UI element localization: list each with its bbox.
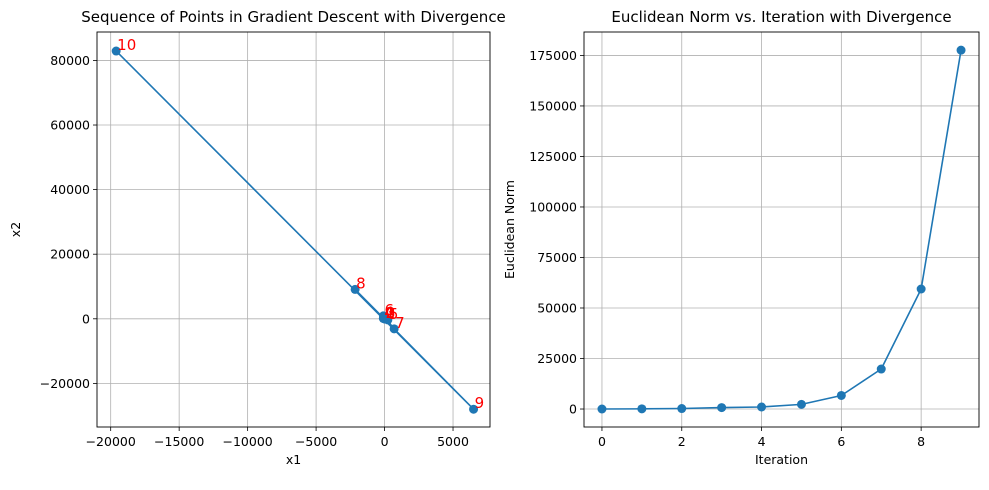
y-tick-label: −20000 bbox=[40, 376, 90, 391]
y-tick-label: 25000 bbox=[537, 351, 577, 366]
axes-frame bbox=[96, 31, 491, 428]
chart-title: Euclidean Norm vs. Iteration with Diverg… bbox=[611, 8, 951, 26]
y-axis-label: Euclidean Norm bbox=[502, 180, 517, 279]
point-label: 7 bbox=[395, 314, 405, 332]
x-tick-label: −15000 bbox=[154, 434, 204, 449]
y-tick-label: 50000 bbox=[537, 300, 577, 315]
x-tick-label: 0 bbox=[381, 434, 389, 449]
y-tick-label: 0 bbox=[82, 311, 90, 326]
y-tick-label: 100000 bbox=[529, 199, 577, 214]
series-line bbox=[601, 50, 962, 410]
data-point bbox=[350, 284, 360, 294]
axes-frame bbox=[583, 31, 980, 428]
x-axis-label: Iteration bbox=[755, 452, 808, 467]
point-label: 2 bbox=[385, 304, 395, 322]
y-tick-label: 80000 bbox=[50, 53, 90, 68]
x-tick-label: 2 bbox=[678, 434, 686, 449]
x-tick-label: 8 bbox=[917, 434, 925, 449]
point-label: 3 bbox=[386, 304, 396, 322]
x-tick-label: −10000 bbox=[223, 434, 273, 449]
gradient-descent-path-chart: −20000 −15000 −10000 −5000 0 5000 −20000 0 20000… bbox=[8, 8, 506, 467]
x-axis-label: x1 bbox=[286, 452, 301, 467]
data-point bbox=[389, 324, 399, 334]
point-label: 1 bbox=[386, 304, 396, 322]
x-tick-label: 4 bbox=[758, 434, 766, 449]
euclidean-norm-chart: 0 2 4 6 8 0 25000 50000 75000 100000 125000 150000 1… bbox=[502, 8, 980, 467]
y-tick-label: 20000 bbox=[50, 247, 90, 262]
data-point bbox=[378, 311, 388, 321]
y-tick-label: 150000 bbox=[529, 98, 577, 113]
data-point bbox=[956, 45, 966, 55]
data-point bbox=[597, 404, 607, 414]
point-label: 8 bbox=[356, 274, 366, 292]
data-point bbox=[111, 46, 121, 56]
data-point bbox=[717, 403, 727, 413]
point-label: 0 bbox=[386, 304, 396, 322]
y-tick-label: 175000 bbox=[529, 48, 577, 63]
x-tick-label: 6 bbox=[837, 434, 845, 449]
series-line bbox=[115, 50, 475, 411]
x-tick-label: 0 bbox=[598, 434, 606, 449]
data-point bbox=[757, 402, 767, 412]
point-label: 9 bbox=[475, 394, 485, 412]
data-point bbox=[796, 399, 806, 409]
x-tick-label: 5000 bbox=[437, 434, 469, 449]
y-tick-label: 60000 bbox=[50, 118, 90, 133]
data-point bbox=[637, 404, 647, 414]
data-point bbox=[469, 404, 479, 414]
y-tick-label: 0 bbox=[569, 402, 577, 417]
point-label: 10 bbox=[117, 36, 136, 54]
point-label: 4 bbox=[384, 303, 394, 321]
point-label: 6 bbox=[384, 301, 394, 319]
chart-title: Sequence of Points in Gradient Descent w… bbox=[81, 8, 506, 26]
data-point bbox=[836, 390, 846, 400]
y-tick-label: 75000 bbox=[537, 250, 577, 265]
data-point bbox=[876, 364, 886, 374]
y-tick-label: 125000 bbox=[529, 149, 577, 164]
y-tick-label: 40000 bbox=[50, 182, 90, 197]
point-label: 5 bbox=[389, 305, 399, 323]
data-point bbox=[916, 284, 926, 294]
y-axis-label: x2 bbox=[8, 222, 23, 237]
x-tick-label: −5000 bbox=[295, 434, 337, 449]
data-point bbox=[677, 404, 687, 414]
x-tick-label: −20000 bbox=[86, 434, 136, 449]
